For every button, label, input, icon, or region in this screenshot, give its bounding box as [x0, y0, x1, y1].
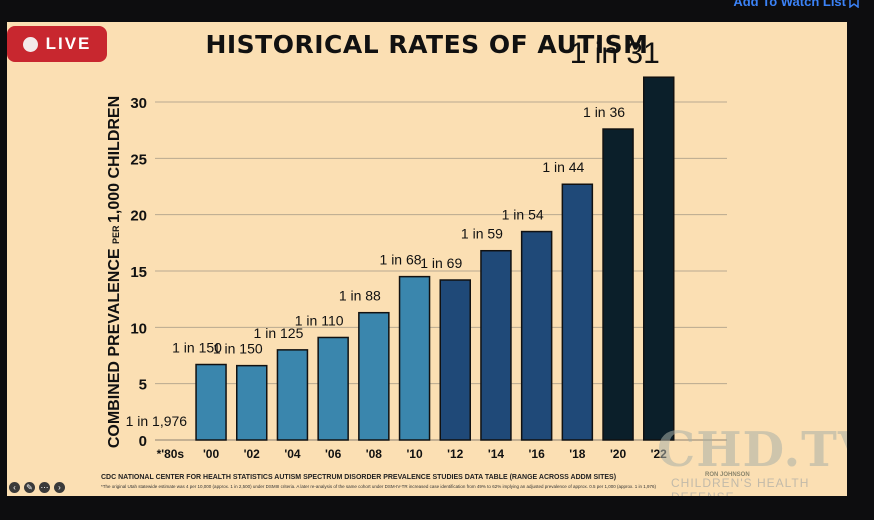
- edit-icon[interactable]: ✎: [24, 482, 35, 493]
- chart-source: CDC NATIONAL CENTER FOR HEALTH STATISTIC…: [101, 474, 617, 481]
- bar-16: [520, 230, 553, 441]
- more-icon[interactable]: ⋯: [39, 482, 50, 493]
- bar-22: [643, 76, 675, 441]
- x-tick-label: '02: [244, 447, 261, 461]
- x-tick-label: '12: [447, 447, 464, 461]
- y-axis-label-small: PER: [111, 223, 121, 244]
- bar-02: [236, 364, 268, 441]
- x-tick-label: '10: [406, 447, 423, 461]
- rate-data-label: 1 in 36: [583, 104, 625, 120]
- y-axis-label: COMBINED PREVALENCE PER 1,000 CHILDREN: [106, 96, 123, 448]
- bar-00: [195, 363, 227, 441]
- y-tick-label: 5: [139, 377, 147, 394]
- live-dot-icon: [22, 36, 38, 52]
- bar-06: [317, 336, 349, 441]
- y-tick-label: 0: [139, 433, 147, 450]
- rate-data-label: 1 in 68: [380, 252, 422, 268]
- watermark-subtitle: CHILDREN'S HEALTH DEFENSE: [671, 476, 810, 496]
- y-tick-label: 10: [130, 320, 147, 337]
- x-tick-label: '18: [569, 447, 586, 461]
- x-tick-label: '20: [610, 447, 627, 461]
- slide-controls: ‹ ✎ ⋯ ›: [9, 482, 65, 493]
- x-tick-label: '14: [488, 447, 505, 461]
- chd-tv-watermark: CHD.TV: [657, 422, 847, 478]
- add-to-watch-list-link[interactable]: Add To Watch List: [733, 0, 846, 9]
- y-axis-label-end: 1,000 CHILDREN: [106, 96, 123, 223]
- rate-data-label: 1 in 1,976: [126, 413, 188, 429]
- bar-10: [398, 275, 431, 441]
- rate-data-label: 1 in 59: [461, 226, 503, 242]
- top-bar: Add To Watch List: [0, 0, 874, 22]
- rate-data-label: 1 in 110: [295, 312, 344, 328]
- bar-12: [439, 279, 471, 441]
- chart-title: HISTORICAL RATES OF AUTISM: [205, 30, 649, 59]
- rate-data-label: 1 in 44: [542, 159, 584, 175]
- rate-data-label: 1 in 150: [172, 340, 222, 356]
- watermark-seal: RON JOHNSON: [705, 472, 750, 478]
- chart-footnote: *The original Utah statewide estimate wa…: [101, 484, 657, 489]
- x-tick-label: '08: [366, 447, 383, 461]
- rate-data-label: 1 in 31: [570, 37, 660, 70]
- bar-18: [561, 183, 594, 441]
- bar-chart: 0 5 10 15 20 25 30 *'80s '00 '02 '04 '06 '08 '10 '12 '…: [106, 37, 727, 461]
- rate-data-label: 1 in 54: [502, 207, 544, 223]
- live-label: LIVE: [45, 34, 92, 53]
- y-tick-label: 25: [130, 151, 147, 168]
- bookmark-icon[interactable]: [848, 0, 860, 8]
- y-axis-label-main: COMBINED PREVALENCE: [106, 244, 123, 448]
- x-tick-label: '16: [529, 447, 546, 461]
- x-tick-label: *'80s: [157, 447, 185, 461]
- next-icon[interactable]: ›: [54, 482, 65, 493]
- y-tick-label: 30: [130, 95, 147, 112]
- live-badge: LIVE: [7, 26, 107, 62]
- rate-data-label: 1 in 125: [254, 325, 304, 341]
- chart-slide: HISTORICAL RATES OF AUTISM 0 5 10 15 20 25 30 …: [7, 22, 847, 496]
- bar-04: [276, 349, 309, 441]
- bar-14: [480, 249, 512, 441]
- bottom-bar: [0, 496, 874, 520]
- y-tick-label: 20: [130, 208, 147, 225]
- x-tick-label: '06: [325, 447, 342, 461]
- x-tick-label: '04: [284, 447, 301, 461]
- rate-data-label: 1 in 150: [213, 341, 263, 357]
- rate-data-label: 1 in 69: [420, 255, 462, 271]
- previous-icon[interactable]: ‹: [9, 482, 20, 493]
- x-tick-label: '22: [651, 447, 668, 461]
- y-tick-label: 15: [130, 264, 147, 281]
- x-tick-label: '00: [203, 447, 220, 461]
- bar-08: [358, 311, 390, 441]
- rate-data-label: 1 in 88: [339, 288, 381, 304]
- bar-20: [602, 128, 634, 441]
